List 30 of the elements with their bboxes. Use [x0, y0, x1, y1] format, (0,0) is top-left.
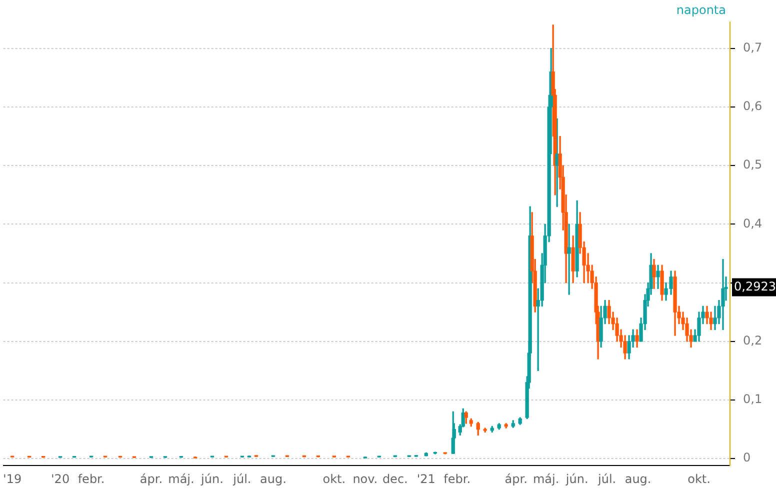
text: naponta	[676, 3, 726, 18]
x-tick-label: jún.	[564, 472, 588, 486]
x-tick-label: jún.	[200, 472, 224, 486]
x-tick-label: nov.	[352, 472, 378, 486]
x-tick-label: ápr.	[140, 472, 163, 486]
x-tick-label: júl.	[597, 472, 616, 486]
x-tick-label: dec.	[382, 472, 408, 486]
x-tick-label: okt.	[688, 472, 710, 486]
candlestick	[567, 224, 571, 295]
x-tick-label: ápr.	[504, 472, 528, 486]
x-tick-label: '21	[416, 472, 436, 486]
x-tick-label: júl.	[232, 472, 252, 486]
y-tick-label: 0,4	[743, 216, 762, 230]
x-tick-label: máj.	[532, 472, 560, 486]
y-tick-label: 0,6	[743, 99, 762, 114]
x-tick-label: '19	[3, 472, 22, 486]
x-tick-label: máj.	[168, 472, 194, 486]
x-tick-label: febr.	[78, 472, 105, 486]
y-tick-label: 0,5	[743, 158, 762, 172]
candlestick	[721, 259, 725, 330]
x-tick-label: '20	[51, 472, 70, 486]
x-tick-label: aug.	[260, 472, 286, 486]
x-tick-label: aug.	[624, 472, 652, 486]
x-tick-label: febr.	[444, 472, 471, 486]
text: 0,2923	[734, 279, 776, 294]
y-tick-label: 0	[743, 450, 751, 465]
y-tick-label: 0,1	[743, 392, 762, 406]
y-tick-label: 0,7	[743, 40, 762, 54]
y-tick-label: 0,2	[743, 333, 762, 348]
x-tick-label: okt.	[322, 472, 346, 486]
